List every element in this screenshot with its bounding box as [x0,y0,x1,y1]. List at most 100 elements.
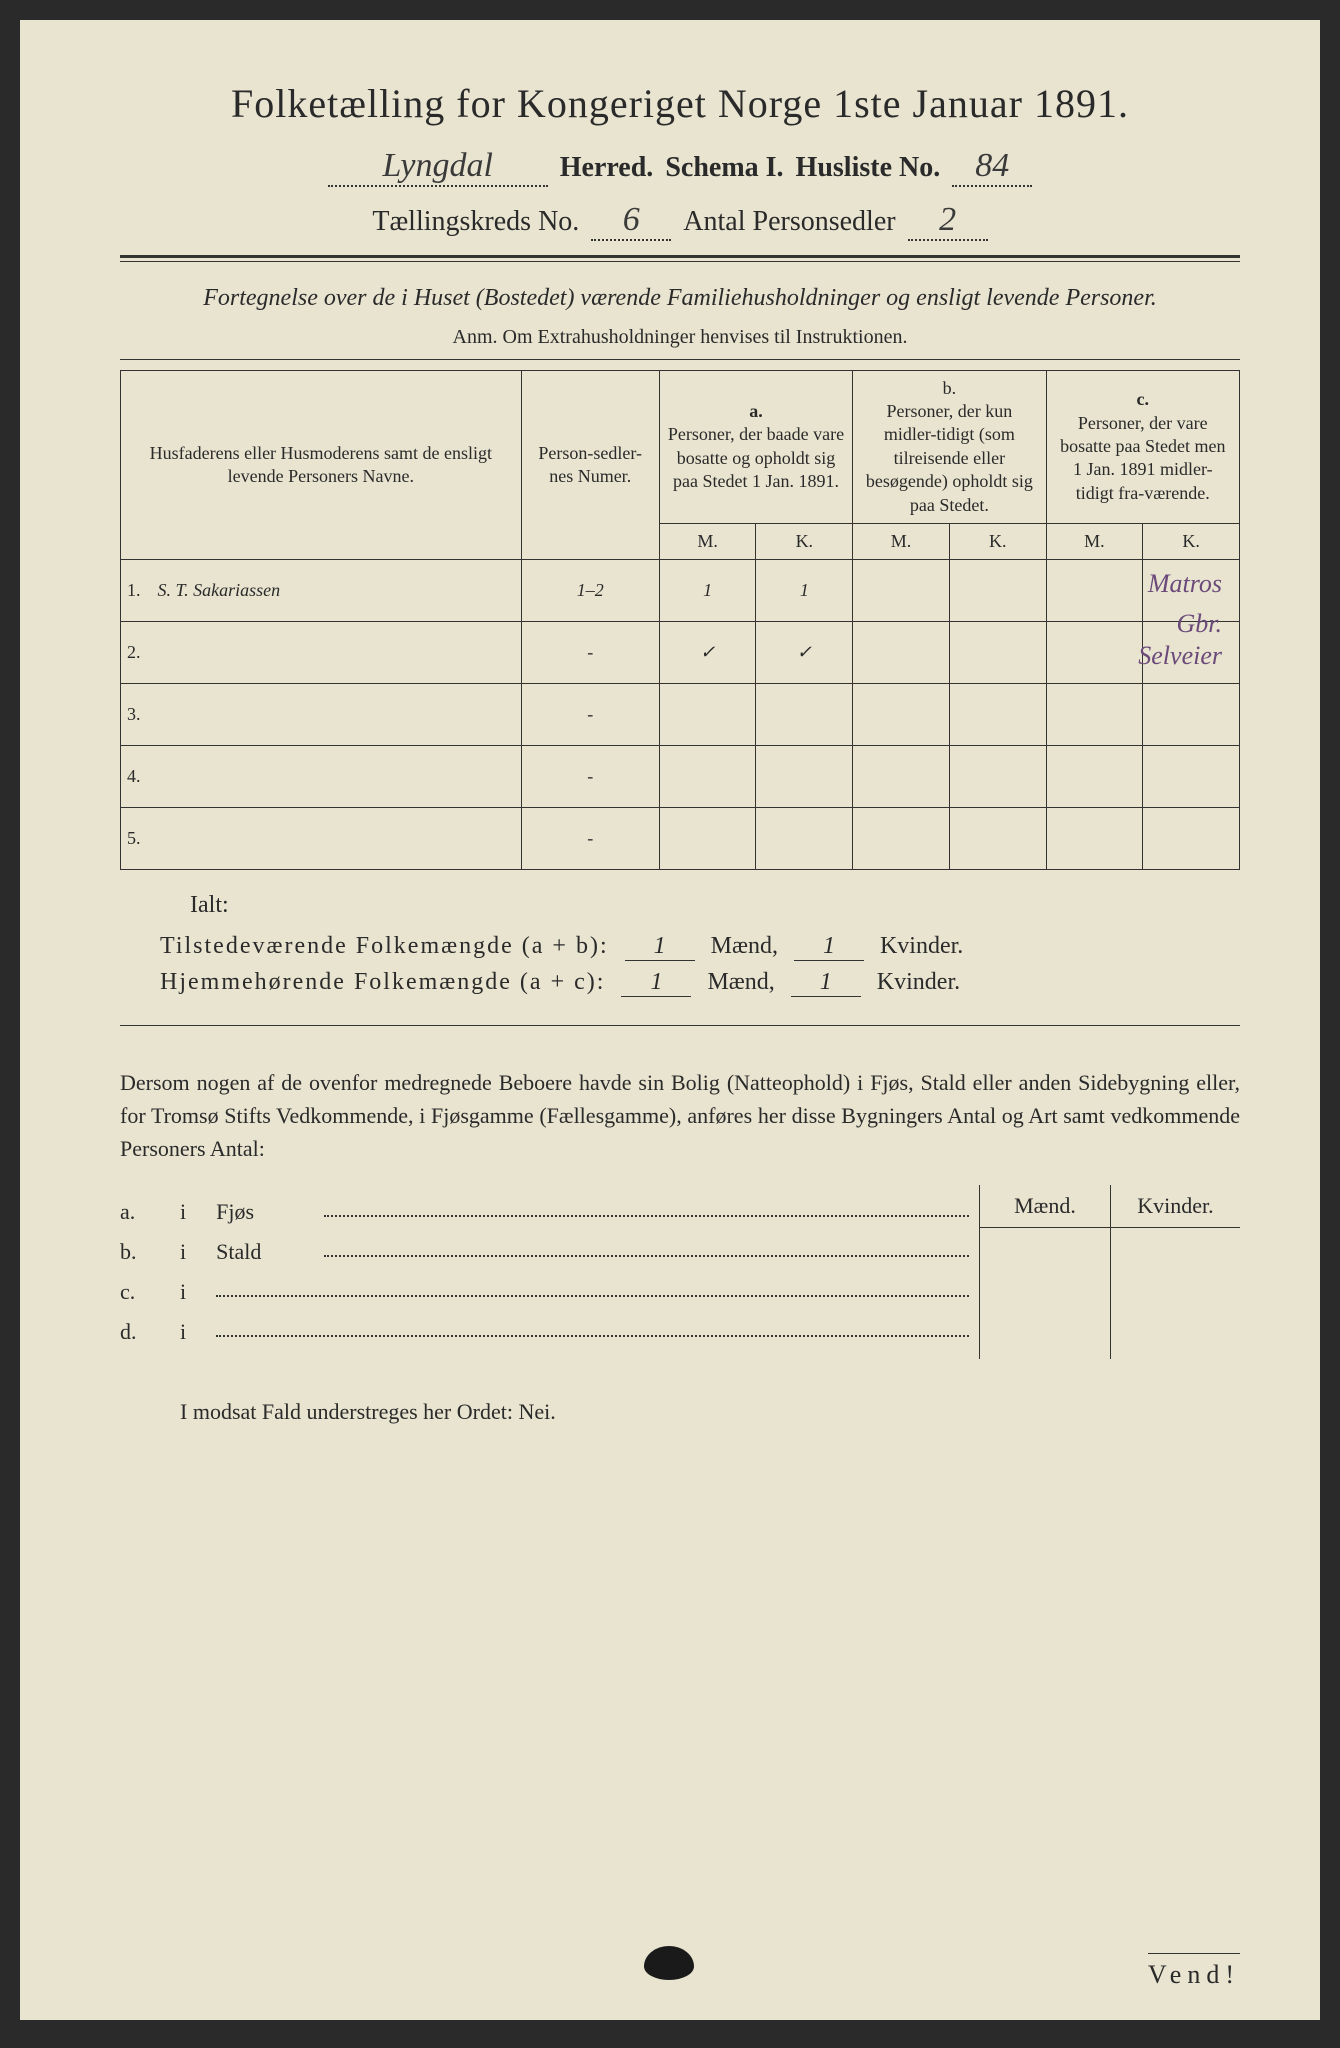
cell: - [521,684,659,746]
cell [1046,684,1143,746]
page-title: Folketælling for Kongeriget Norge 1ste J… [120,80,1240,127]
cell [1143,746,1240,808]
col-head: Kvinder. [1111,1185,1240,1228]
anm-note: Anm. Om Extrahusholdninger henvises til … [120,326,1240,349]
item-letter: d. [120,1319,180,1345]
cell: ✓ [756,622,853,684]
summary-value: 1 [794,933,864,961]
summary-value: 1 [621,969,691,997]
ialt-label: Ialt: [190,892,1240,919]
husliste-label: Husliste No. [796,152,941,184]
cell [756,808,853,870]
cell [1046,560,1143,622]
mk-header: M. [853,523,950,559]
item-letter: c. [120,1279,180,1305]
table-row: 5. - [121,808,1240,870]
cell [853,746,950,808]
mk-header: K. [756,523,853,559]
dotted-line [216,1319,969,1337]
row-num: 4. [127,766,153,787]
cell [659,808,756,870]
cell [853,560,950,622]
cell [949,622,1046,684]
item-i: i [180,1239,186,1265]
husliste-value: 84 [952,147,1032,187]
cell [853,808,950,870]
divider [120,255,1240,262]
sidebygning-counts: Mænd. Kvinder. [979,1185,1240,1359]
sidebygning-paragraph: Dersom nogen af de ovenfor medregnede Be… [120,1066,1240,1165]
item-letter: b. [120,1239,180,1265]
summary-value: 1 [791,969,861,997]
row-num: 5. [127,828,153,849]
kreds-label: Tællingskreds No. [372,206,579,238]
kvinder-col: Kvinder. [1110,1185,1240,1359]
cell [1046,808,1143,870]
cell [756,684,853,746]
cell [949,746,1046,808]
cell [1046,746,1143,808]
col-head: Mænd. [980,1185,1110,1228]
cell [1046,622,1143,684]
margin-note: Selveier [1138,642,1222,671]
margin-note: Gbr. [1176,610,1222,639]
cell: 1 [756,560,853,622]
dotted-line [324,1199,969,1217]
antal-label: Antal Personsedler [683,206,895,238]
col-header-a: a. Personer, der baade vare bosatte og o… [659,370,852,523]
maend-label: Mænd, [707,969,774,995]
divider [120,1025,1240,1026]
list-item: d. i [120,1319,969,1345]
col-header-c: c. Personer, der vare bosatte paa Stedet… [1046,370,1239,523]
maend-label: Mænd, [711,933,778,959]
col-header-name: Husfaderens eller Husmoderens samt de en… [121,370,522,560]
cell [949,560,1046,622]
header-row-1: Lyngdal Herred. Schema I. Husliste No. 8… [120,147,1240,187]
list-item: c. i [120,1279,969,1305]
cell [949,684,1046,746]
cell: 1 [659,560,756,622]
kreds-value: 6 [591,201,671,241]
mk-header: K. [1143,523,1240,559]
cell: - [521,622,659,684]
cell [853,622,950,684]
nej-line: I modsat Fald understreges her Ordet: Ne… [180,1399,1240,1425]
cell [1143,684,1240,746]
item-type: Fjøs [216,1199,316,1225]
group-c-letter: c. [1055,388,1231,411]
cell [949,808,1046,870]
mk-header: K. [949,523,1046,559]
summary-label: Hjemmehørende Folkemængde (a + c): [160,969,605,995]
list-item: a. i Fjøs [120,1199,969,1225]
col-header-num: Person-sedler-nes Numer. [521,370,659,560]
divider [120,359,1240,360]
herred-value: Lyngdal [328,147,548,187]
sidebygning-section: a. i Fjøs b. i Stald c. i d. i [120,1185,1240,1359]
row-name: S. T. Sakariassen [158,580,281,600]
cell [659,684,756,746]
row-num: 2. [127,642,153,663]
dotted-line [216,1279,969,1297]
group-a-letter: a. [668,400,844,423]
subtitle: Fortegnelse over de i Huset (Bostedet) v… [120,282,1240,316]
group-a-text: Personer, der baade vare bosatte og opho… [668,423,844,493]
group-b-letter: b. [861,377,1037,400]
sidebygning-list: a. i Fjøs b. i Stald c. i d. i [120,1185,979,1359]
cell: ✓ [659,622,756,684]
vend-label: Vend! [1148,1953,1240,1990]
schema-label: Schema I. [665,152,783,184]
table-row: 4. - [121,746,1240,808]
item-i: i [180,1319,186,1345]
row-num: 3. [127,704,153,725]
kvinder-label: Kvinder. [880,933,963,959]
item-i: i [180,1199,186,1225]
cell [853,684,950,746]
item-letter: a. [120,1199,180,1225]
kvinder-label: Kvinder. [877,969,960,995]
ink-blot [644,1946,694,1980]
group-c-text: Personer, der vare bosatte paa Stedet me… [1055,412,1231,506]
cell: - [521,746,659,808]
table-row: 1. S. T. Sakariassen 1–2 1 1 [121,560,1240,622]
header-row-2: Tællingskreds No. 6 Antal Personsedler 2 [120,201,1240,241]
group-b-text: Personer, der kun midler-tidigt (som til… [861,400,1037,517]
